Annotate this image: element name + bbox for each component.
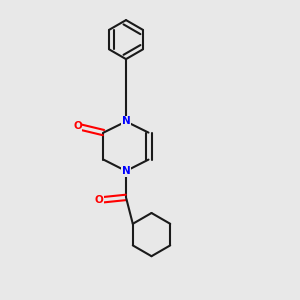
Text: O: O: [73, 121, 82, 131]
Text: O: O: [94, 195, 103, 205]
Text: N: N: [122, 166, 130, 176]
Text: N: N: [122, 116, 130, 127]
